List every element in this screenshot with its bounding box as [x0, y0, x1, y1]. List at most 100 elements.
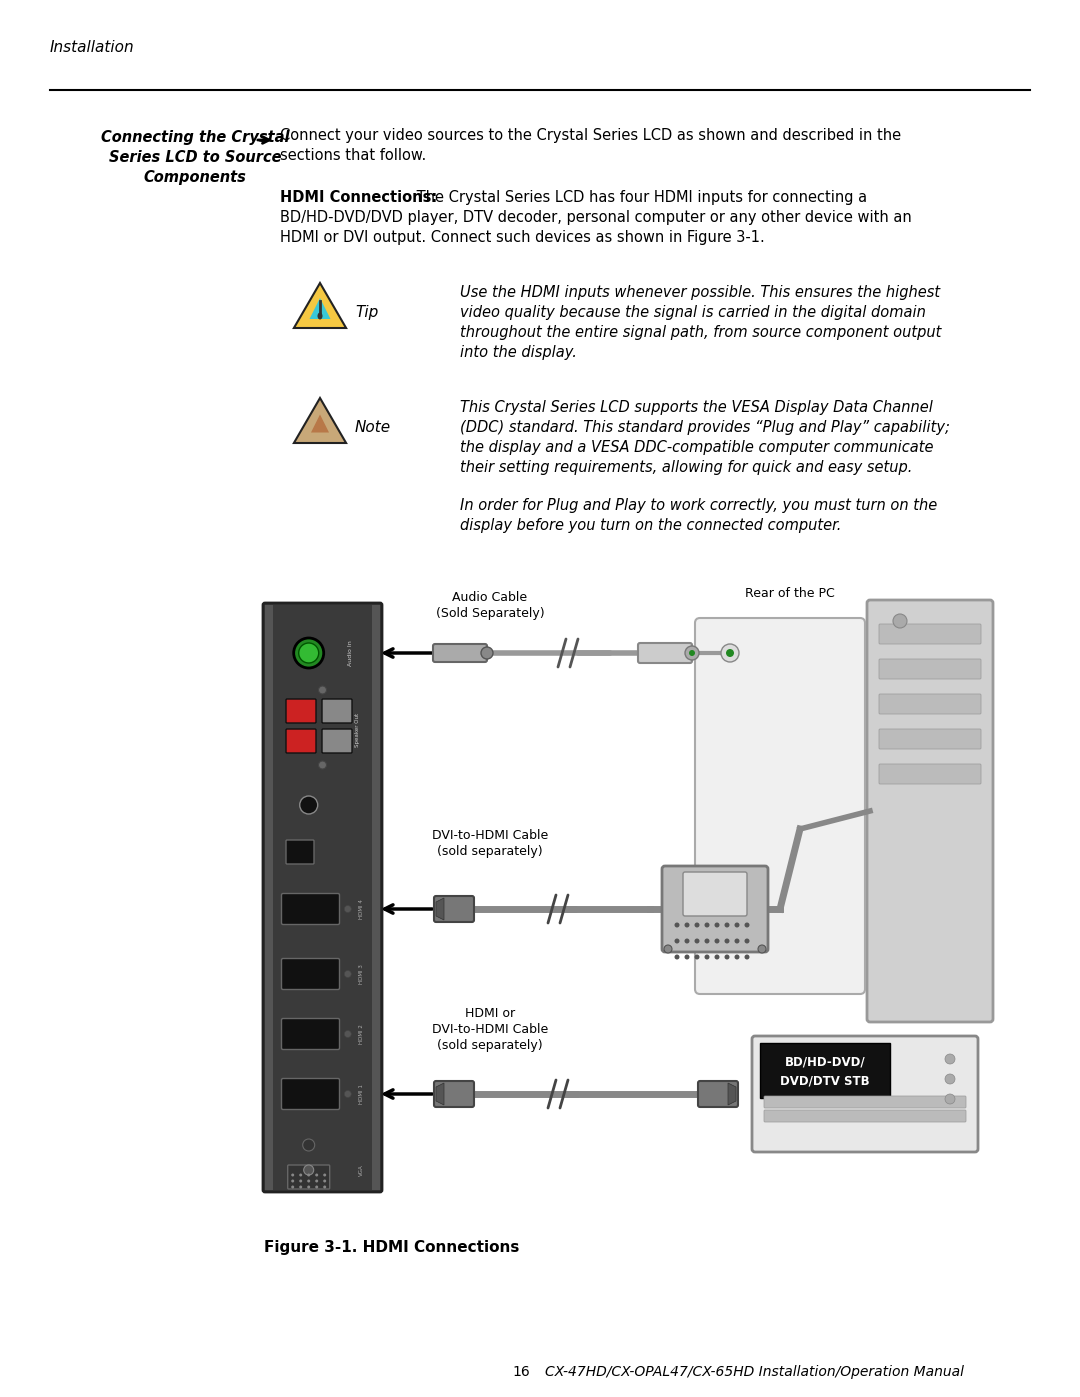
Ellipse shape — [315, 1186, 319, 1189]
Ellipse shape — [294, 638, 324, 668]
FancyBboxPatch shape — [683, 872, 747, 916]
Ellipse shape — [299, 1173, 302, 1176]
Polygon shape — [310, 298, 330, 319]
Ellipse shape — [345, 1091, 351, 1098]
Ellipse shape — [685, 939, 689, 943]
Text: sections that follow.: sections that follow. — [280, 148, 427, 163]
Ellipse shape — [292, 1186, 294, 1189]
FancyBboxPatch shape — [264, 604, 382, 1192]
Ellipse shape — [945, 1053, 955, 1065]
Text: into the display.: into the display. — [460, 345, 577, 360]
Ellipse shape — [319, 686, 326, 694]
Text: Audio Cable
(Sold Separately): Audio Cable (Sold Separately) — [435, 591, 544, 620]
Ellipse shape — [893, 615, 907, 629]
FancyBboxPatch shape — [867, 599, 993, 1023]
Ellipse shape — [694, 954, 700, 960]
Polygon shape — [311, 415, 329, 433]
Ellipse shape — [744, 954, 750, 960]
Ellipse shape — [307, 1186, 310, 1189]
FancyBboxPatch shape — [282, 894, 339, 925]
FancyBboxPatch shape — [286, 698, 316, 724]
Ellipse shape — [300, 796, 318, 814]
Polygon shape — [294, 284, 346, 328]
Ellipse shape — [481, 647, 492, 659]
Text: Audio In: Audio In — [348, 640, 353, 666]
FancyBboxPatch shape — [752, 1037, 978, 1153]
Text: Note: Note — [355, 420, 391, 436]
FancyBboxPatch shape — [760, 1044, 890, 1098]
Ellipse shape — [945, 1094, 955, 1104]
Text: HDMI or DVI output. Connect such devices as shown in Figure 3-1.: HDMI or DVI output. Connect such devices… — [280, 231, 765, 244]
Ellipse shape — [704, 939, 710, 943]
Text: throughout the entire signal path, from source component output: throughout the entire signal path, from … — [460, 326, 942, 339]
Ellipse shape — [318, 313, 323, 320]
Ellipse shape — [734, 922, 740, 928]
FancyBboxPatch shape — [696, 617, 865, 995]
Text: CX-47HD/CX-OPAL47/CX-65HD Installation/Operation Manual: CX-47HD/CX-OPAL47/CX-65HD Installation/O… — [545, 1365, 964, 1379]
Ellipse shape — [315, 1179, 319, 1182]
Text: HDMI 2: HDMI 2 — [360, 1024, 364, 1044]
Ellipse shape — [721, 644, 739, 662]
Ellipse shape — [744, 922, 750, 928]
Ellipse shape — [725, 939, 729, 943]
FancyBboxPatch shape — [265, 605, 273, 1190]
Ellipse shape — [704, 922, 710, 928]
Text: 16: 16 — [512, 1365, 530, 1379]
Ellipse shape — [292, 1179, 294, 1182]
FancyBboxPatch shape — [698, 1081, 738, 1106]
Text: This Crystal Series LCD supports the VESA Display Data Channel: This Crystal Series LCD supports the VES… — [460, 400, 933, 415]
Ellipse shape — [685, 954, 689, 960]
FancyBboxPatch shape — [879, 764, 981, 784]
Ellipse shape — [758, 944, 766, 953]
FancyBboxPatch shape — [286, 840, 314, 863]
Text: The Crystal Series LCD has four HDMI inputs for connecting a: The Crystal Series LCD has four HDMI inp… — [411, 190, 867, 205]
Text: HDMI 1: HDMI 1 — [360, 1084, 364, 1104]
Ellipse shape — [945, 1074, 955, 1084]
FancyBboxPatch shape — [282, 1078, 339, 1109]
Text: Tip: Tip — [355, 306, 378, 320]
Ellipse shape — [303, 1165, 313, 1175]
FancyBboxPatch shape — [764, 1097, 966, 1108]
FancyBboxPatch shape — [879, 624, 981, 644]
Ellipse shape — [675, 954, 679, 960]
Ellipse shape — [319, 761, 326, 768]
Ellipse shape — [704, 954, 710, 960]
Text: DVI-to-HDMI Cable
(sold separately): DVI-to-HDMI Cable (sold separately) — [432, 828, 549, 858]
FancyBboxPatch shape — [764, 1111, 966, 1122]
Ellipse shape — [725, 922, 729, 928]
Ellipse shape — [307, 1173, 310, 1176]
Ellipse shape — [345, 1031, 351, 1038]
FancyBboxPatch shape — [286, 729, 316, 753]
Text: Connect your video sources to the Crystal Series LCD as shown and described in t: Connect your video sources to the Crysta… — [280, 129, 901, 142]
Text: HDMI Connections:: HDMI Connections: — [280, 190, 437, 205]
FancyBboxPatch shape — [287, 1165, 329, 1189]
Text: DVD/DTV STB: DVD/DTV STB — [780, 1074, 869, 1087]
FancyBboxPatch shape — [879, 729, 981, 749]
Ellipse shape — [302, 1139, 314, 1151]
Ellipse shape — [694, 922, 700, 928]
Ellipse shape — [734, 954, 740, 960]
FancyBboxPatch shape — [434, 1081, 474, 1106]
Ellipse shape — [694, 939, 700, 943]
Ellipse shape — [299, 1179, 302, 1182]
Text: video quality because the signal is carried in the digital domain: video quality because the signal is carr… — [460, 305, 926, 320]
Polygon shape — [436, 898, 444, 921]
Text: VGA: VGA — [360, 1164, 364, 1176]
Text: (DDC) standard. This standard provides “Plug and Play” capability;: (DDC) standard. This standard provides “… — [460, 420, 950, 434]
FancyBboxPatch shape — [879, 659, 981, 679]
Ellipse shape — [675, 922, 679, 928]
Ellipse shape — [689, 650, 696, 657]
Ellipse shape — [744, 939, 750, 943]
Ellipse shape — [725, 954, 729, 960]
Ellipse shape — [292, 1173, 294, 1176]
Ellipse shape — [323, 1186, 326, 1189]
Ellipse shape — [715, 922, 719, 928]
Text: Components: Components — [144, 170, 246, 184]
Ellipse shape — [315, 1173, 319, 1176]
FancyBboxPatch shape — [662, 866, 768, 951]
Ellipse shape — [345, 905, 351, 912]
Polygon shape — [294, 398, 346, 443]
Ellipse shape — [323, 1173, 326, 1176]
Text: Speaker Out: Speaker Out — [354, 712, 360, 747]
Text: In order for Plug and Play to work correctly, you must turn on the: In order for Plug and Play to work corre… — [460, 497, 937, 513]
